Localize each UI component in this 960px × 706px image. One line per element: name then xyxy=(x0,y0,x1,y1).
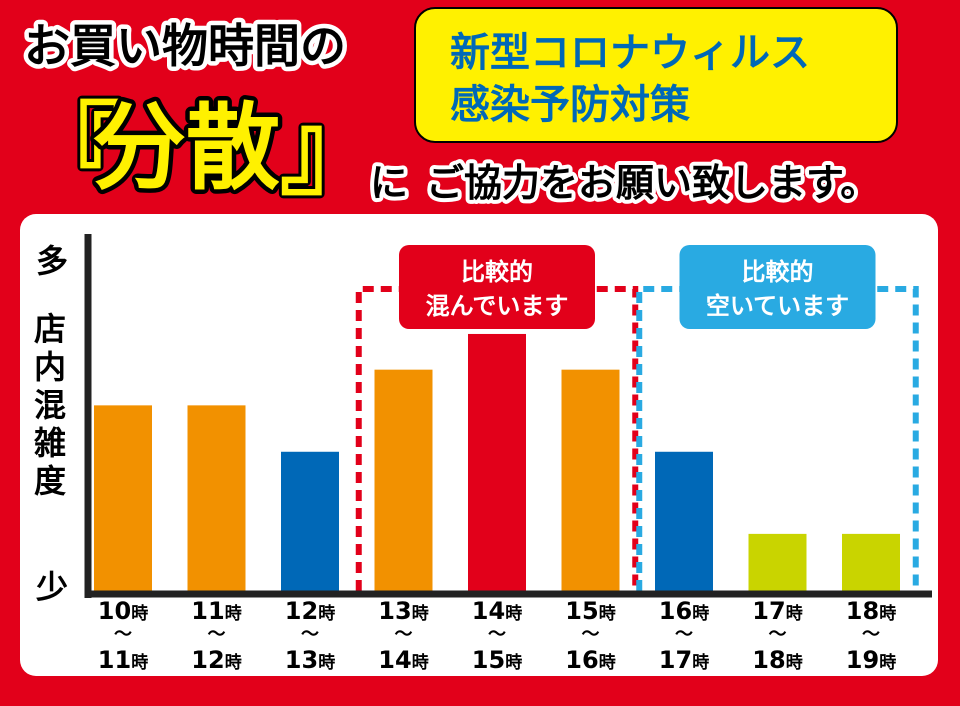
x-tick-label-end-3: 14時 xyxy=(378,646,428,674)
x-tick-label-sep-8: ～ xyxy=(862,624,880,645)
bar-8 xyxy=(842,533,900,591)
x-tick-label-start-0: 10時 xyxy=(98,597,148,625)
bar-3 xyxy=(374,369,433,591)
x-tick-label-sep-7: ～ xyxy=(769,624,787,645)
x-tick-label-end-2: 13時 xyxy=(285,646,335,674)
x-tick-label-end-1: 12時 xyxy=(191,646,241,674)
header-request: ご協力をお願い致します。 xyxy=(426,161,878,205)
annotation-box-1 xyxy=(679,245,876,329)
x-tick-label-start-1: 11時 xyxy=(191,597,241,625)
x-tick-label-end-5: 16時 xyxy=(565,646,615,674)
x-tick-label-end-4: 15時 xyxy=(472,646,522,674)
x-tick-label-start-2: 12時 xyxy=(285,597,335,625)
y-top-label: 多 xyxy=(36,242,68,280)
x-tick-label-start-6: 16時 xyxy=(659,597,709,625)
annotation-line1-1: 比較的 xyxy=(742,258,814,286)
y-axis-title-text: 店内混雑度 xyxy=(33,310,66,500)
header-keyword: 分散 xyxy=(92,94,280,203)
annotation-line2-0: 混んでいます xyxy=(426,292,569,320)
x-tick-label-sep-1: ～ xyxy=(208,624,226,645)
x-tick-label-end-6: 17時 xyxy=(659,646,709,674)
header-bracket-close: 』 xyxy=(280,92,380,209)
x-tick-label-start-7: 17時 xyxy=(752,597,802,625)
bar-7 xyxy=(748,533,807,591)
bar-6 xyxy=(655,451,713,591)
x-tick-label-end-0: 11時 xyxy=(98,646,148,674)
x-tick-labels: 10時～11時11時～12時12時～13時13時～14時14時～15時15時～1… xyxy=(98,597,896,674)
bar-1 xyxy=(187,405,246,591)
x-tick-label-start-4: 14時 xyxy=(472,597,522,625)
header-bracket-open: 『 xyxy=(22,92,122,209)
bar-4 xyxy=(468,333,526,591)
x-tick-label-start-3: 13時 xyxy=(378,597,428,625)
badge-line2: 感染予防対策 xyxy=(450,82,690,128)
x-tick-label-sep-3: ～ xyxy=(395,624,413,645)
header-particle: に xyxy=(370,161,408,205)
x-tick-label-end-8: 19時 xyxy=(846,646,896,674)
badge-box xyxy=(414,7,898,143)
bars xyxy=(94,333,900,591)
x-tick-label-sep-2: ～ xyxy=(301,624,319,645)
y-axis-title: 店内混雑度 xyxy=(33,310,66,500)
y-bottom-label: 少 xyxy=(36,568,68,606)
badge-line1: 新型コロナウィルス xyxy=(450,30,810,76)
bar-0 xyxy=(94,405,152,591)
annotation-line1-0: 比較的 xyxy=(461,258,533,286)
bar-5 xyxy=(561,369,620,591)
annotation-box-0 xyxy=(399,245,595,329)
x-tick-label-sep-0: ～ xyxy=(114,624,132,645)
x-tick-label-end-7: 18時 xyxy=(752,646,802,674)
annotation-line2-1: 空いています xyxy=(706,292,849,320)
x-tick-label-sep-5: ～ xyxy=(582,624,600,645)
x-tick-label-start-5: 15時 xyxy=(565,597,615,625)
x-tick-label-sep-6: ～ xyxy=(675,624,693,645)
bar-2 xyxy=(281,451,339,591)
x-tick-label-start-8: 18時 xyxy=(846,597,896,625)
x-tick-label-sep-4: ～ xyxy=(488,624,506,645)
header-line1: お買い物時間の xyxy=(24,19,346,73)
